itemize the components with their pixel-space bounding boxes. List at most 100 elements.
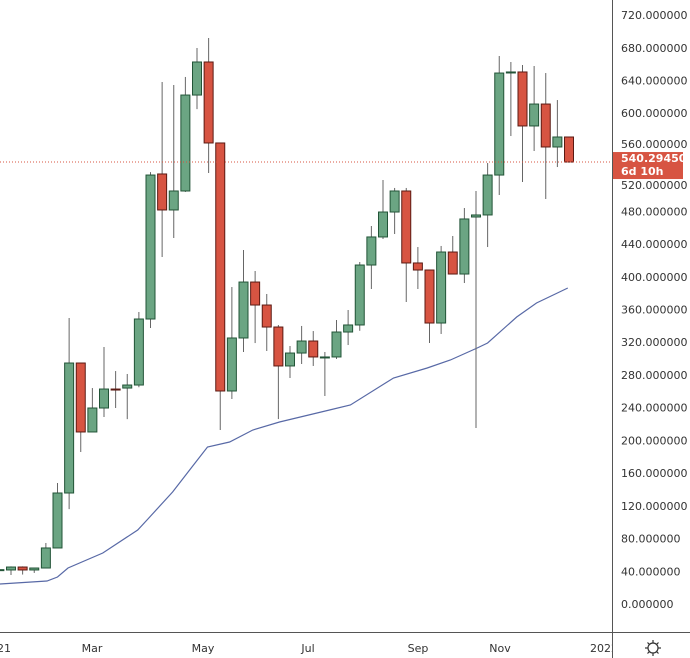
candle — [331, 319, 342, 360]
candle — [459, 208, 470, 284]
candle-body — [564, 136, 574, 163]
candle — [87, 388, 98, 433]
candle — [540, 73, 551, 200]
candle — [180, 76, 191, 192]
candle — [564, 136, 574, 163]
candle — [412, 247, 423, 289]
price-tick-label: 80.000000 — [621, 533, 681, 546]
price-tick-label: 240.000000 — [621, 402, 687, 415]
candle-body — [192, 61, 202, 96]
price-tick-label: 120.000000 — [621, 500, 687, 513]
candle-body — [471, 214, 481, 218]
candle — [319, 351, 330, 396]
candle-body — [87, 407, 98, 433]
price-tick-label: 600.000000 — [621, 107, 687, 120]
candle — [6, 566, 16, 575]
candle-body — [412, 262, 423, 271]
candle — [99, 346, 109, 418]
candle-body — [436, 251, 447, 324]
price-tick-label: 40.000000 — [621, 565, 681, 578]
time-axis[interactable]: 2021 Mar May Jul Sep Nov 2022 — [0, 642, 618, 655]
candle-body — [250, 281, 261, 306]
candle-body — [459, 218, 470, 275]
time-tick-label: Jul — [300, 642, 314, 655]
candle-body — [540, 103, 551, 148]
candle-body — [285, 352, 295, 367]
candle — [296, 325, 307, 364]
candle — [343, 310, 354, 346]
candle-body — [64, 362, 75, 494]
candle-body — [215, 142, 226, 392]
candle-body — [378, 211, 388, 238]
candle — [273, 324, 284, 420]
candle-body — [273, 326, 284, 367]
price-tick-label: 560.000000 — [621, 138, 687, 151]
candle — [122, 373, 133, 420]
candle — [436, 245, 447, 334]
candle — [157, 82, 168, 258]
candle — [192, 48, 202, 110]
price-tick-label: 280.000000 — [621, 369, 687, 382]
candles-layer — [0, 38, 574, 575]
candle-body — [6, 566, 16, 571]
candle — [424, 269, 435, 343]
price-axis[interactable]: 720.000000 680.000000 640.000000 600.000000… — [621, 9, 687, 611]
candle — [215, 142, 226, 431]
time-tick-group: 2021 Mar May Jul Sep Nov 2022 — [0, 642, 618, 655]
candle — [110, 371, 121, 409]
price-tick-label: 640.000000 — [621, 74, 687, 87]
candle — [308, 331, 319, 366]
candle-body — [168, 190, 179, 211]
candle — [168, 84, 179, 239]
price-tick-label: 320.000000 — [621, 336, 687, 349]
candle-body — [343, 324, 354, 333]
price-tick-label: 480.000000 — [621, 205, 687, 218]
price-tick-label: 680.000000 — [621, 42, 687, 55]
candle-body — [40, 547, 51, 569]
candle — [238, 249, 249, 352]
candle-body — [366, 236, 377, 266]
last-price-box — [613, 152, 683, 180]
candle — [133, 311, 144, 388]
candle-body — [157, 173, 168, 211]
candle-body — [354, 264, 365, 326]
candle — [471, 190, 481, 428]
candle-body — [552, 136, 563, 148]
candle-body — [17, 566, 28, 571]
candle-body — [0, 569, 5, 572]
candle — [17, 566, 28, 575]
candle — [447, 235, 458, 275]
candle-body — [424, 269, 435, 324]
candle — [529, 66, 540, 151]
candle-body — [180, 94, 191, 192]
gear-icon[interactable] — [645, 640, 661, 656]
candle-body — [261, 304, 272, 328]
candle — [40, 542, 51, 569]
candle-body — [99, 388, 109, 409]
candle — [203, 38, 214, 173]
price-tick-label: 400.000000 — [621, 271, 687, 284]
time-tick-label: 2021 — [0, 642, 11, 655]
candle — [64, 318, 75, 510]
moving-average-layer — [0, 287, 569, 585]
candle-body — [75, 362, 86, 433]
price-tick-label: 200.000000 — [621, 434, 687, 447]
candle — [505, 61, 516, 137]
candle — [29, 567, 40, 573]
last-price-label: 540.294500 6d 10h — [613, 152, 690, 180]
candle — [389, 187, 400, 235]
candle — [226, 287, 237, 400]
price-tick-label: 520.000000 — [621, 179, 687, 192]
price-tick-label: 440.000000 — [621, 238, 687, 251]
candle — [517, 65, 528, 182]
candle — [52, 483, 63, 549]
candle — [145, 172, 156, 329]
candle — [378, 180, 388, 240]
candle — [0, 569, 5, 572]
candle-body — [447, 251, 458, 275]
price-tick-label: 360.000000 — [621, 304, 687, 317]
last-price-value: 540.294500 — [621, 152, 690, 165]
time-tick-label: 2022 — [590, 642, 618, 655]
candle-body — [203, 61, 214, 144]
